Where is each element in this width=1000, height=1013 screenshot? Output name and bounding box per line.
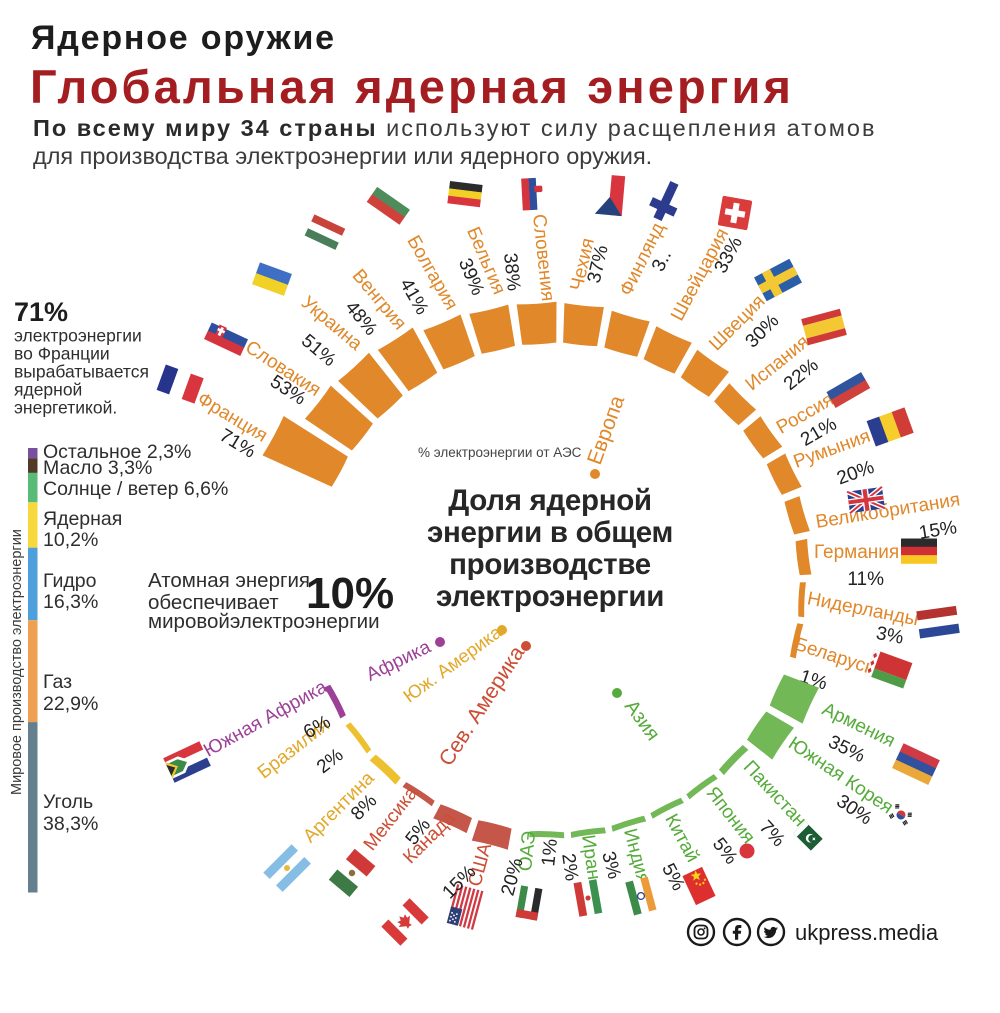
svg-text:производстве: производстве (449, 548, 651, 581)
svg-text:Ядерное оружие: Ядерное оружие (31, 19, 336, 57)
svg-text:Остальное 2,3%: Остальное 2,3% (43, 441, 191, 463)
svg-text:электроэнергии: электроэнергии (436, 580, 664, 613)
svg-text:Уголь: Уголь (43, 791, 93, 813)
svg-text:71%: 71% (14, 297, 68, 327)
svg-text:10,2%: 10,2% (43, 529, 98, 551)
svg-text:По всему миру 34 страны исполь: По всему миру 34 страны используют силу … (33, 115, 876, 141)
svg-text:Мировое производство электроэн: Мировое производство электроэнергии (9, 529, 25, 795)
svg-text:обеспечивает: обеспечивает (148, 591, 279, 614)
svg-text:ОАЭ: ОАЭ (515, 830, 540, 872)
svg-text:энергетикой.: энергетикой. (14, 397, 117, 417)
svg-text:11%: 11% (847, 569, 884, 590)
svg-text:во Франции: во Франции (14, 343, 110, 363)
svg-text:мировойэлектроэнергии: мировойэлектроэнергии (148, 610, 380, 633)
svg-text:энергии в общем: энергии в общем (427, 516, 673, 549)
svg-text:10%: 10% (306, 569, 394, 618)
svg-text:для производства электроэнерги: для производства электроэнергии или ядер… (33, 143, 652, 169)
svg-text:Солнце / ветер 6,6%: Солнце / ветер 6,6% (43, 478, 228, 500)
svg-text:2%: 2% (557, 852, 582, 882)
svg-text:Доля ядерной: Доля ядерной (448, 484, 652, 517)
svg-text:Атомная энергия: Атомная энергия (148, 569, 310, 592)
svg-text:вырабатывается: вырабатывается (14, 361, 149, 381)
svg-text:% электроэнергии от АЭС: % электроэнергии от АЭС (418, 445, 582, 460)
svg-text:38%: 38% (499, 252, 524, 292)
svg-text:16,3%: 16,3% (43, 591, 98, 613)
svg-text:Ядерная: Ядерная (43, 508, 122, 530)
svg-text:1%: 1% (538, 838, 562, 868)
svg-text:ядерной: ядерной (14, 379, 82, 399)
svg-text:38,3%: 38,3% (43, 813, 98, 835)
svg-text:3%: 3% (874, 623, 905, 649)
svg-text:Глобальная ядерная энергия: Глобальная ядерная энергия (30, 60, 794, 113)
svg-text:22,9%: 22,9% (43, 693, 98, 715)
svg-text:ukpress.media: ukpress.media (795, 920, 939, 945)
svg-text:электроэнергии: электроэнергии (14, 325, 142, 345)
svg-text:Германия: Германия (814, 542, 899, 563)
svg-text:Газ: Газ (43, 671, 72, 693)
svg-text:Гидро: Гидро (43, 570, 97, 592)
svg-text:Масло 3,3%: Масло 3,3% (43, 457, 152, 479)
